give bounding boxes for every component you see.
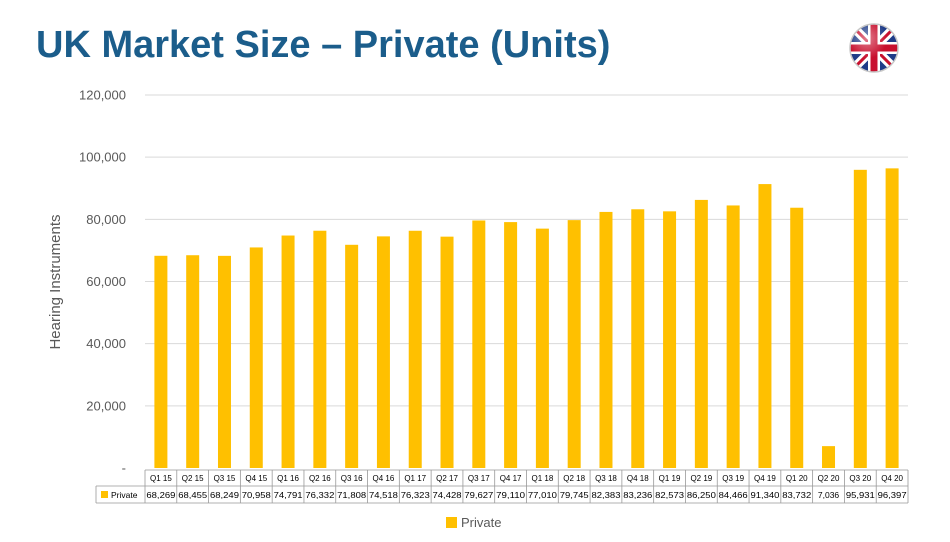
- bar: [758, 184, 772, 468]
- data-label: 86,250: [687, 490, 716, 500]
- bar: [154, 255, 168, 468]
- data-label: 76,323: [401, 490, 430, 500]
- data-table: Private Q1 15 68,269 Q2 15 68,455 Q3 15 68,249…: [95, 469, 909, 504]
- data-label: 95,931: [846, 490, 875, 500]
- data-label: 79,745: [560, 490, 589, 500]
- bar: [472, 220, 486, 468]
- x-tick-label: Q1 18: [531, 474, 553, 483]
- bar: [567, 220, 581, 468]
- uk-flag-icon: [849, 23, 899, 73]
- x-tick-label: Q4 19: [754, 474, 776, 483]
- bar: [281, 235, 295, 468]
- x-tick-label: Q3 20: [849, 474, 871, 483]
- gridlines: [145, 94, 908, 407]
- x-tick-label: Q4 15: [245, 474, 267, 483]
- bar: [440, 236, 454, 468]
- x-tick-label: Q4 20: [881, 474, 903, 483]
- legend-swatch: [446, 517, 457, 528]
- x-tick-label: Q3 17: [468, 474, 490, 483]
- data-label: 76,332: [305, 490, 334, 500]
- data-label: 83,236: [623, 490, 652, 500]
- legend: Private: [446, 515, 501, 530]
- y-tick-label: 60,000: [86, 274, 126, 289]
- x-tick-label: Q2 18: [563, 474, 585, 483]
- data-label: 83,732: [782, 490, 811, 500]
- data-label: 68,249: [210, 490, 239, 500]
- bar: [217, 255, 231, 468]
- x-tick-label: Q1 17: [404, 474, 426, 483]
- x-tick-label: Q4 17: [500, 474, 522, 483]
- slide-title: UK Market Size – Private (Units): [36, 24, 611, 66]
- bars: [154, 168, 899, 469]
- data-label: 74,791: [274, 490, 303, 500]
- data-label: 68,269: [146, 490, 175, 500]
- bar: [885, 168, 899, 468]
- x-tick-label: Q2 20: [818, 474, 840, 483]
- data-label: 71,808: [337, 490, 366, 500]
- data-label: 77,010: [528, 490, 557, 500]
- x-tick-label: Q3 15: [214, 474, 236, 483]
- x-tick-label: Q3 16: [341, 474, 363, 483]
- x-tick-label: Q2 19: [690, 474, 712, 483]
- data-label: 84,466: [719, 490, 748, 500]
- bar: [694, 199, 708, 468]
- x-tick-label: Q1 15: [150, 474, 172, 483]
- x-tick-label: Q3 18: [595, 474, 617, 483]
- x-tick-label: Q4 16: [373, 474, 395, 483]
- bar: [376, 236, 390, 468]
- y-tick-label: 100,000: [79, 150, 126, 165]
- table-series-name: Private: [111, 490, 138, 500]
- bar: [345, 244, 359, 468]
- bar: [535, 228, 549, 468]
- bar: [599, 211, 613, 468]
- data-label: 82,383: [591, 490, 620, 500]
- bar: [853, 169, 867, 469]
- y-axis-ticks: - 20,000 40,000 60,000 80,000 100,000 120,000: [79, 88, 126, 476]
- bar: [504, 222, 518, 468]
- x-tick-label: Q4 18: [627, 474, 649, 483]
- data-label: 74,428: [433, 490, 462, 500]
- data-label: 82,573: [655, 490, 684, 500]
- bar: [313, 230, 327, 468]
- data-label: 91,340: [750, 490, 779, 500]
- bar: [822, 446, 836, 468]
- data-label: 79,110: [496, 490, 525, 500]
- legend-label: Private: [461, 515, 501, 530]
- y-tick-label: 120,000: [79, 88, 126, 103]
- bar: [408, 230, 422, 468]
- data-label: 70,958: [242, 490, 271, 500]
- y-tick-label: 80,000: [86, 212, 126, 227]
- data-label: 74,518: [369, 490, 398, 500]
- table-legend-swatch: [101, 491, 108, 498]
- data-label: 96,397: [878, 490, 907, 500]
- x-tick-label: Q2 16: [309, 474, 331, 483]
- bar: [249, 247, 263, 468]
- x-tick-label: Q3 19: [722, 474, 744, 483]
- bar: [726, 205, 740, 468]
- bar: [790, 207, 804, 468]
- data-label: 68,455: [178, 490, 207, 500]
- data-label: 7,036: [818, 490, 840, 500]
- y-axis-label: Hearing Instruments: [47, 214, 64, 349]
- bar: [186, 255, 200, 468]
- x-tick-label: Q1 19: [659, 474, 681, 483]
- x-tick-label: Q2 15: [182, 474, 204, 483]
- x-tick-label: Q2 17: [436, 474, 458, 483]
- bar: [663, 211, 677, 469]
- bar: [631, 209, 645, 468]
- y-tick-label: 20,000: [86, 398, 126, 413]
- x-tick-label: Q1 20: [786, 474, 808, 483]
- y-tick-label: -: [122, 461, 126, 476]
- x-tick-label: Q1 16: [277, 474, 299, 483]
- y-tick-label: 40,000: [86, 336, 126, 351]
- data-label: 79,627: [464, 490, 493, 500]
